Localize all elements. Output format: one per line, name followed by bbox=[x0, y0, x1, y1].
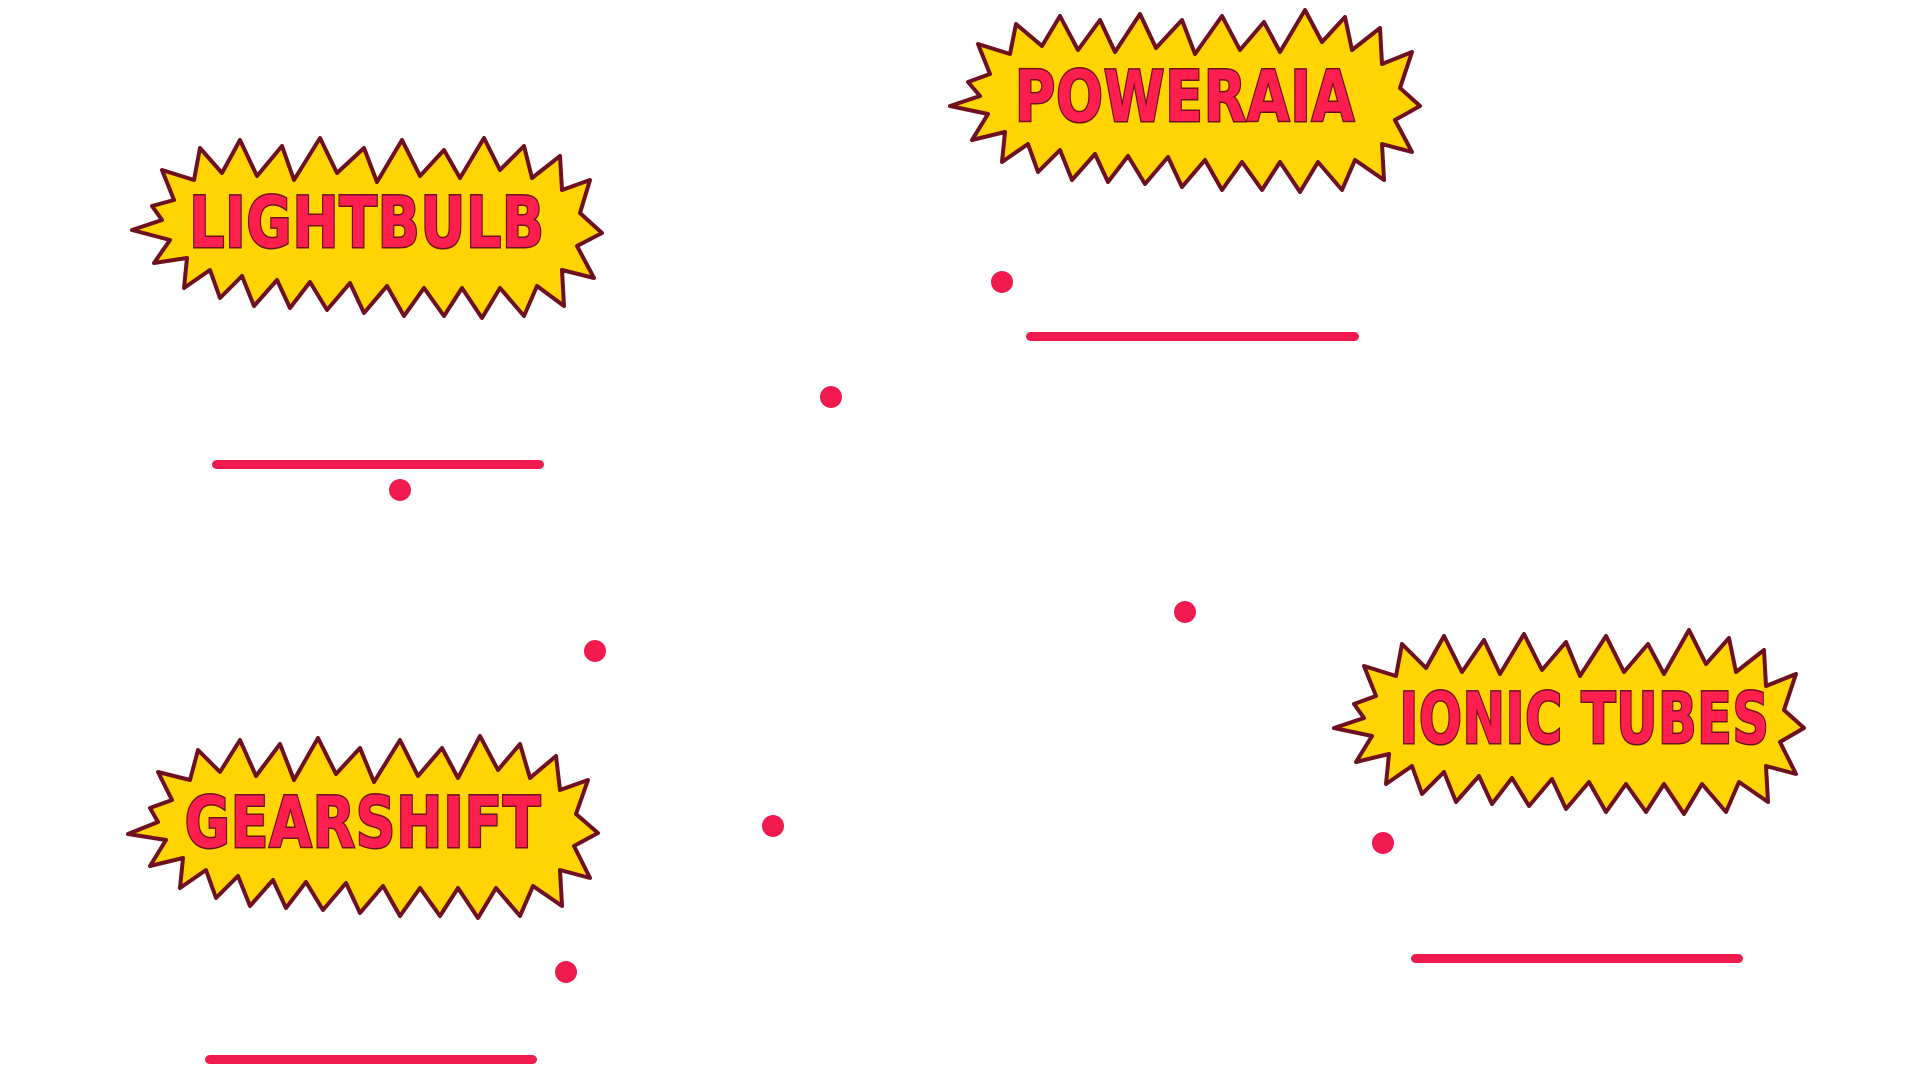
underline-bar-1 bbox=[1026, 332, 1359, 341]
badge-title: IONIC TUBES bbox=[1398, 678, 1770, 760]
badge-title: GEARSHIFT bbox=[184, 782, 542, 864]
badge-title: LIGHTBULB bbox=[188, 182, 545, 264]
dot-marker-1 bbox=[991, 271, 1013, 293]
underline-bar-2 bbox=[212, 460, 544, 469]
underline-bar-3 bbox=[1411, 954, 1743, 963]
dot-marker-2 bbox=[820, 386, 842, 408]
starburst-icon bbox=[130, 136, 604, 320]
badge-gearshift: GEARSHIFT bbox=[126, 728, 600, 920]
dot-marker-5 bbox=[584, 640, 606, 662]
underline-bar-4 bbox=[205, 1055, 537, 1064]
dot-marker-7 bbox=[1372, 832, 1394, 854]
starburst-icon bbox=[1332, 628, 1806, 816]
starburst-icon bbox=[948, 8, 1422, 194]
dot-marker-6 bbox=[762, 815, 784, 837]
starburst-icon bbox=[126, 734, 600, 920]
badge-ionic-tubes: IONIC TUBES bbox=[1332, 624, 1806, 816]
dot-marker-3 bbox=[389, 479, 411, 501]
dot-marker-4 bbox=[1174, 601, 1196, 623]
badge-poweraia: POWERAIA bbox=[948, 2, 1422, 194]
badge-lightbulb: LIGHTBULB bbox=[130, 128, 604, 320]
badge-title: POWERAIA bbox=[1014, 56, 1356, 138]
dot-marker-8 bbox=[555, 961, 577, 983]
